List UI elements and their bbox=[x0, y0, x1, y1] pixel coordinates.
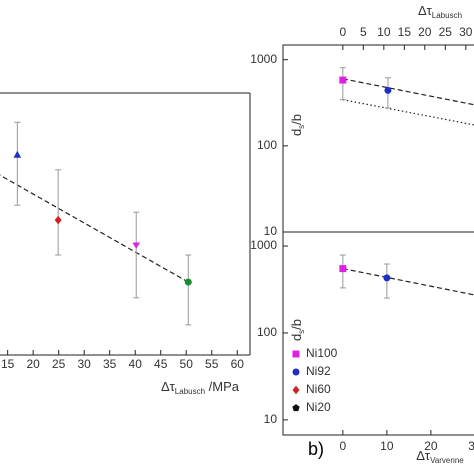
legend-marker bbox=[292, 385, 300, 395]
fit-line bbox=[342, 268, 474, 296]
y-axis-label: ds/b bbox=[289, 114, 306, 136]
legend-label: Ni92 bbox=[306, 364, 331, 378]
x-tick-label: 20 bbox=[26, 357, 40, 371]
x-tick-label: 15 bbox=[1, 357, 15, 371]
right-frame bbox=[282, 44, 474, 436]
x-tick-label: 10 bbox=[377, 25, 391, 39]
x-tick-label: 25 bbox=[439, 25, 453, 39]
point bbox=[132, 242, 141, 249]
y-axis-label: ds/b bbox=[289, 319, 306, 341]
legend-marker bbox=[292, 350, 300, 358]
label-sub: s bbox=[297, 125, 306, 129]
point bbox=[339, 76, 347, 84]
x-tick-label: 15 bbox=[398, 25, 412, 39]
x-tick-label: 50 bbox=[180, 357, 194, 371]
label-main: Δτ bbox=[161, 379, 176, 394]
label-sub: Labusch bbox=[175, 387, 205, 396]
panel-label: b) bbox=[308, 439, 324, 459]
y-tick-label: 100 bbox=[257, 138, 277, 152]
fit-line bbox=[0, 174, 189, 283]
label-main: Δτ bbox=[416, 448, 431, 463]
x-tick-label: 30 bbox=[468, 439, 474, 453]
fit-line bbox=[342, 99, 474, 126]
label-sub: Varvenne bbox=[430, 456, 464, 465]
point bbox=[383, 274, 391, 282]
point bbox=[54, 215, 62, 225]
label-main: Δτ bbox=[418, 3, 433, 18]
legend-label: Ni100 bbox=[306, 346, 338, 360]
x-tick-label: 35 bbox=[103, 357, 117, 371]
x-tick-label: 5 bbox=[360, 25, 367, 39]
point bbox=[184, 278, 192, 286]
x-tick-label: 25 bbox=[52, 357, 66, 371]
y-tick-label: 1000 bbox=[250, 52, 277, 66]
label-sub: Labusch bbox=[432, 11, 462, 20]
x-tick-label: 60 bbox=[231, 357, 245, 371]
point bbox=[13, 150, 22, 158]
label-sub: s bbox=[297, 330, 306, 334]
x-axis-label: ΔτVarvenne bbox=[416, 448, 464, 465]
label-unit: /b bbox=[289, 319, 304, 330]
x-tick-label: 40 bbox=[129, 357, 143, 371]
x-tick-label: 20 bbox=[418, 25, 432, 39]
label-unit: /b bbox=[289, 114, 304, 125]
y-tick-label: 100 bbox=[257, 325, 277, 339]
label-unit: /MPa bbox=[205, 379, 240, 394]
label-main: d bbox=[289, 334, 304, 341]
y-tick-label: 10 bbox=[264, 412, 278, 426]
label-main: d bbox=[289, 129, 304, 136]
x-tick-label: 30 bbox=[459, 25, 473, 39]
x-tick-label: 0 bbox=[340, 439, 347, 453]
legend-label: Ni20 bbox=[306, 400, 331, 414]
x-tick-label: 10 bbox=[380, 439, 394, 453]
x-axis-label: ΔτLabusch /MPa bbox=[161, 379, 240, 396]
legend-marker bbox=[292, 404, 300, 412]
x-tick-label: 30 bbox=[78, 357, 92, 371]
point bbox=[384, 86, 392, 94]
fit-line bbox=[342, 78, 474, 106]
legend-label: Ni60 bbox=[306, 382, 331, 396]
y-tick-label: 1000 bbox=[250, 238, 277, 252]
y-tick-label: 10 bbox=[264, 224, 278, 238]
x-tick-label: 0 bbox=[339, 25, 346, 39]
x-axis-label: ΔτLabusch bbox=[418, 3, 462, 20]
point bbox=[339, 265, 347, 273]
x-tick-label: 20 bbox=[424, 439, 438, 453]
legend-marker bbox=[292, 368, 300, 376]
x-tick-label: 45 bbox=[154, 357, 168, 371]
x-tick-label: 55 bbox=[205, 357, 219, 371]
